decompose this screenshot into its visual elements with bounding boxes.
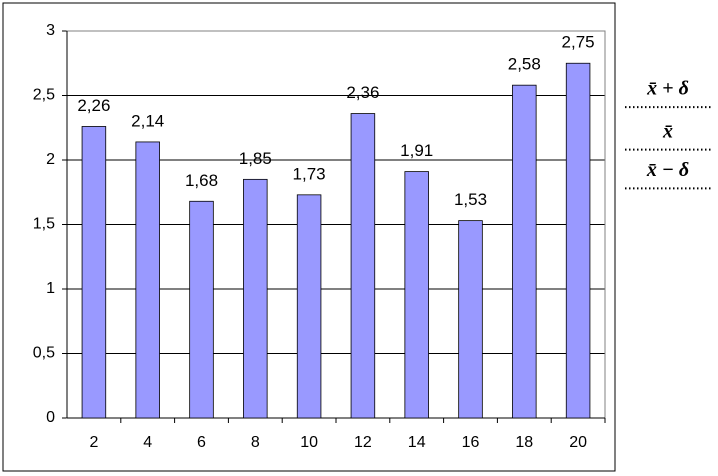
value-label: 1,91 (400, 141, 433, 160)
y-tick-label: 0,5 (33, 345, 55, 362)
value-label: 2,14 (131, 111, 164, 130)
x-tick-label: 12 (354, 434, 372, 451)
bar (189, 200, 214, 419)
y-tick-label: 2,5 (33, 87, 55, 104)
value-label: 1,73 (293, 164, 326, 183)
bar (512, 84, 537, 419)
x-tick-label: 18 (515, 434, 533, 451)
bar (243, 178, 268, 419)
value-label: 2,75 (562, 33, 595, 52)
x-tick-label: 14 (408, 434, 426, 451)
bar (404, 171, 429, 419)
bar (135, 141, 160, 419)
x-tick-label: 4 (143, 434, 152, 451)
value-label: 1,68 (185, 171, 218, 190)
x-tick-label: 8 (251, 434, 260, 451)
x-tick-label: 20 (569, 434, 587, 451)
bar (350, 113, 376, 419)
bar (296, 194, 322, 419)
annotation-label: x̄ (662, 120, 673, 142)
y-tick-label: 2 (46, 151, 55, 168)
x-tick-label: 10 (300, 434, 318, 451)
bar (458, 220, 483, 419)
annotation-label: x̄ + δ (646, 78, 689, 100)
y-tick-label: 3 (46, 22, 55, 39)
value-label: 1,85 (239, 149, 272, 168)
y-tick-label: 1,5 (33, 216, 55, 233)
x-tick-label: 6 (197, 434, 206, 451)
value-label: 2,36 (346, 83, 379, 102)
value-label: 1,53 (454, 190, 487, 209)
value-label: 2,26 (77, 96, 110, 115)
y-tick-label: 1 (46, 280, 55, 297)
x-tick-label: 2 (89, 434, 98, 451)
value-label: 2,58 (508, 55, 541, 74)
y-tick-label: 0 (46, 409, 55, 426)
bar (81, 126, 107, 419)
bar (565, 62, 591, 419)
x-tick-label: 16 (462, 434, 480, 451)
annotation-label: x̄ − δ (646, 159, 689, 181)
